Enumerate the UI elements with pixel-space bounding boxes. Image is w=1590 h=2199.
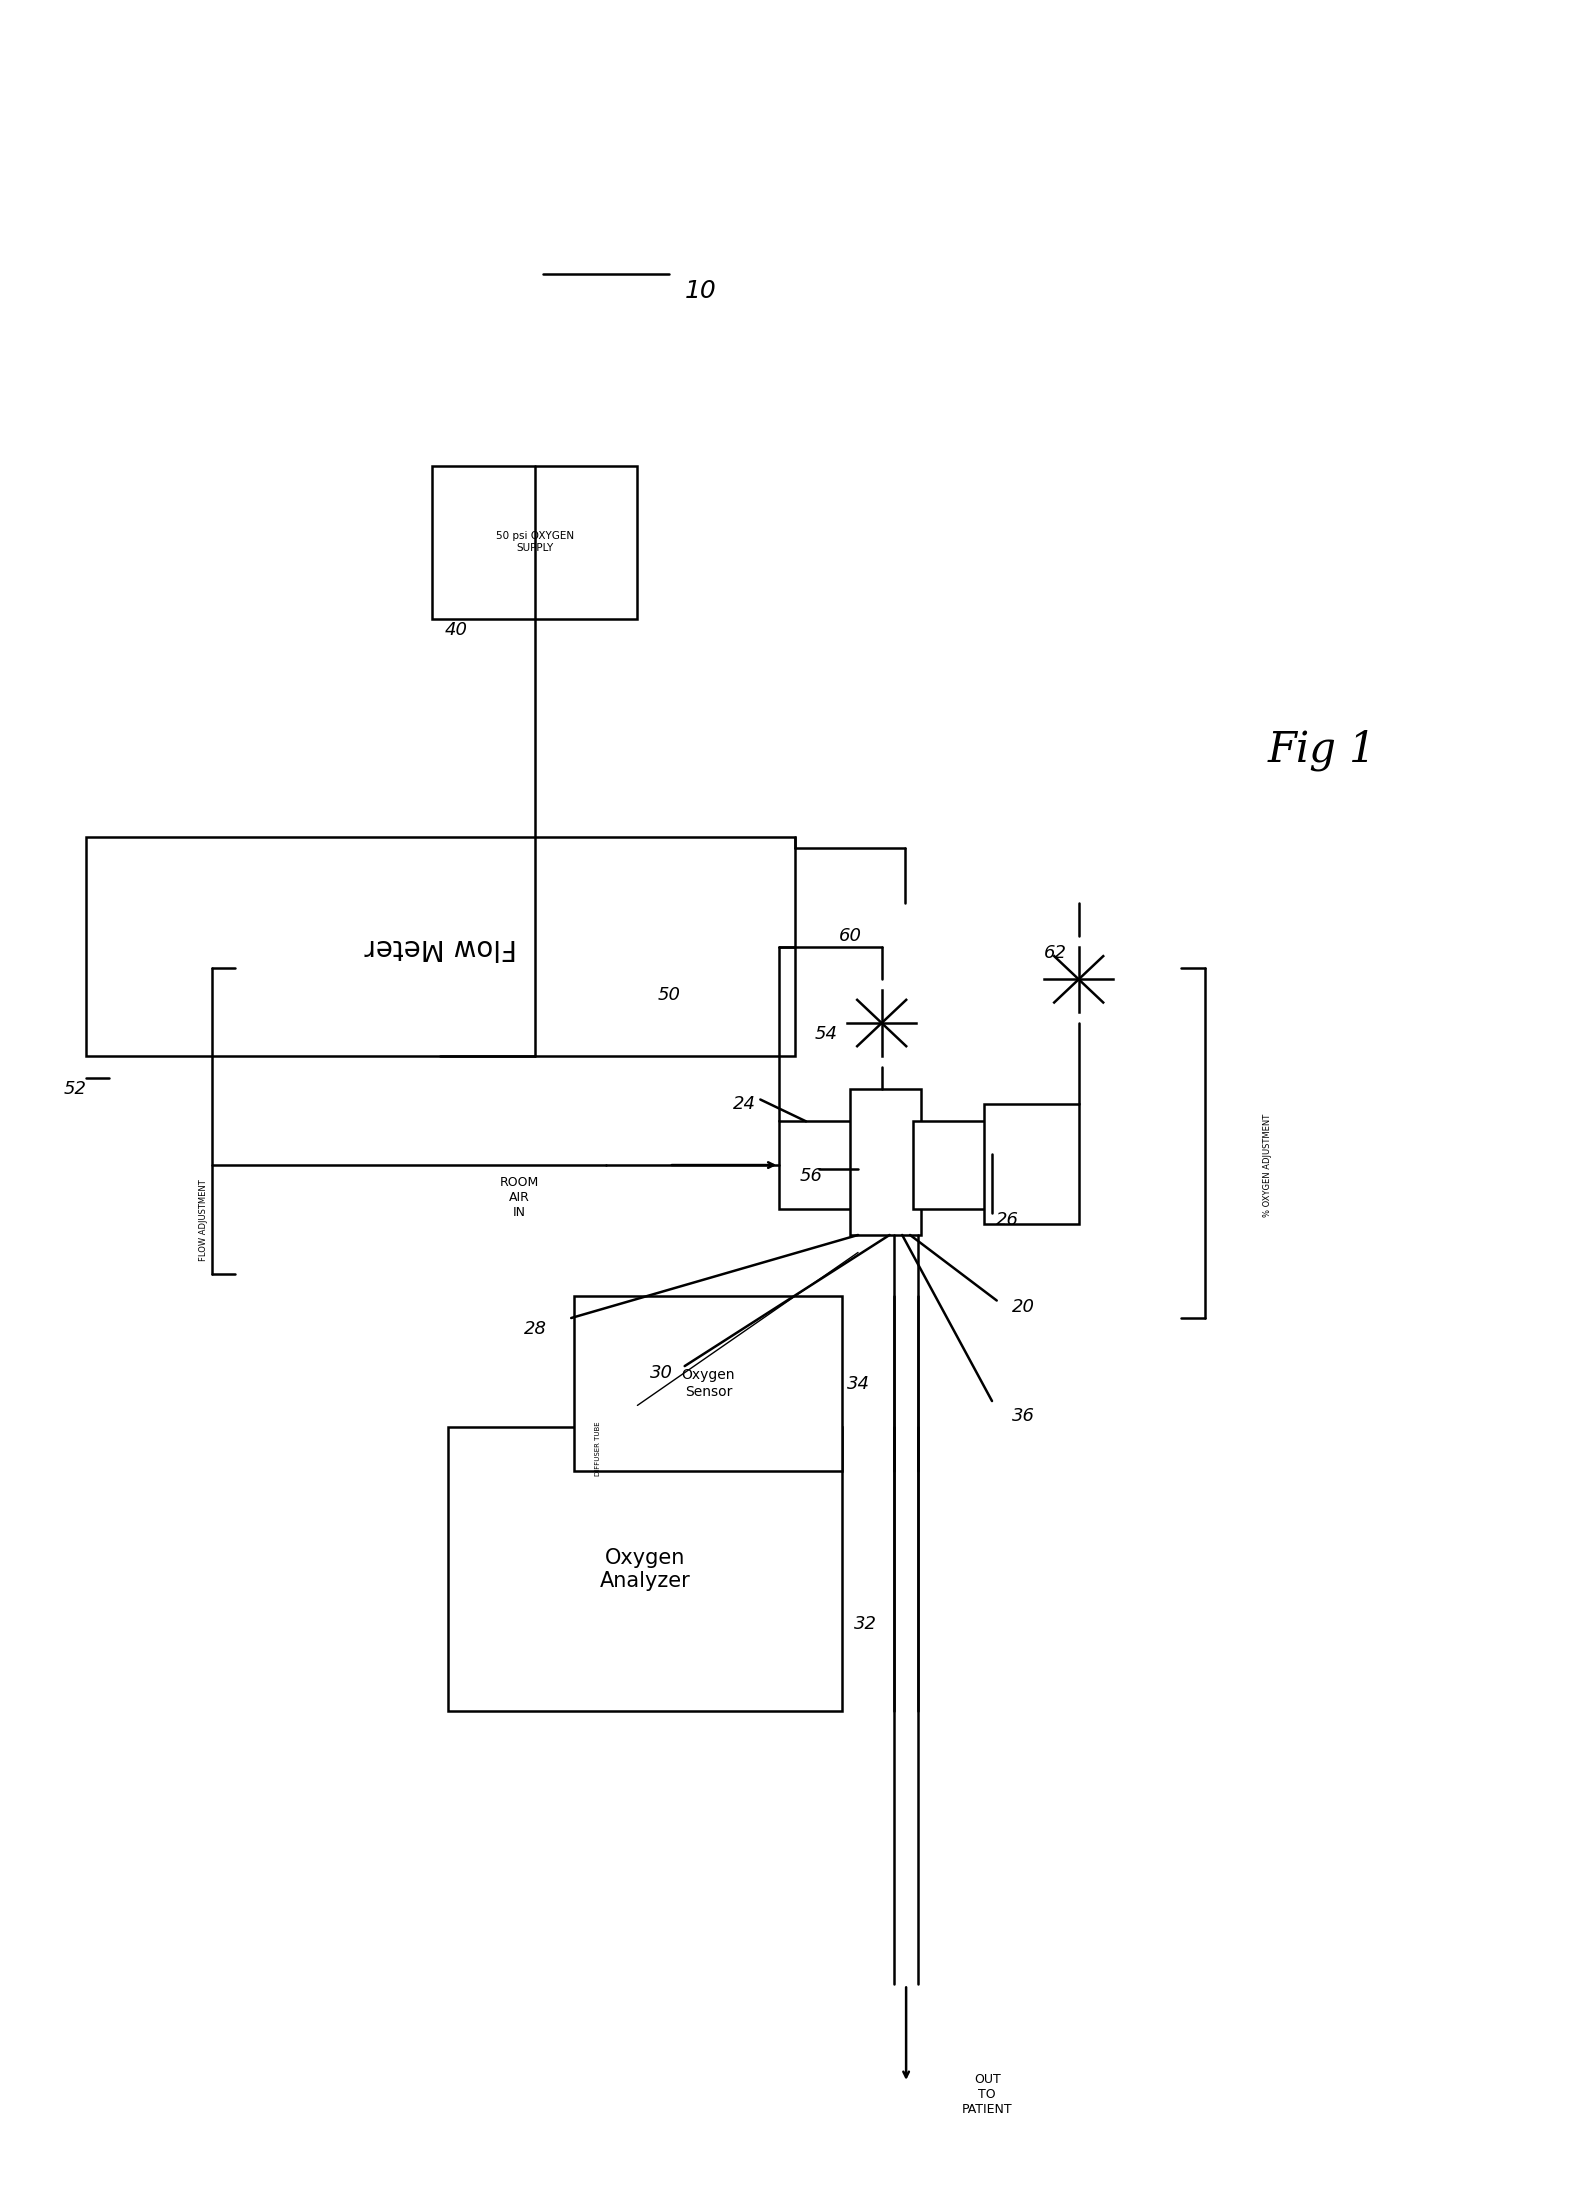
- Text: Fig 1: Fig 1: [1267, 728, 1377, 772]
- Text: 50: 50: [657, 985, 681, 1003]
- Bar: [574, 1295, 843, 1471]
- Text: 26: 26: [997, 1212, 1019, 1229]
- Text: OUT
TO
PATIENT: OUT TO PATIENT: [962, 2074, 1013, 2115]
- Bar: [779, 1121, 859, 1209]
- Text: 52: 52: [64, 1080, 86, 1097]
- Text: DIFFUSER TUBE: DIFFUSER TUBE: [595, 1423, 601, 1476]
- Bar: [851, 1089, 921, 1236]
- Text: 50 psi OXYGEN
SUPPLY: 50 psi OXYGEN SUPPLY: [496, 532, 574, 554]
- Text: 28: 28: [523, 1319, 547, 1337]
- Text: 60: 60: [838, 926, 862, 946]
- Text: 20: 20: [1013, 1297, 1035, 1315]
- Text: Flow Meter: Flow Meter: [364, 932, 517, 961]
- Bar: [448, 1427, 843, 1711]
- Bar: [984, 1104, 1078, 1225]
- Text: 34: 34: [846, 1374, 870, 1392]
- Text: ROOM
AIR
IN: ROOM AIR IN: [499, 1176, 539, 1218]
- Text: 10: 10: [685, 279, 717, 303]
- Bar: [432, 466, 638, 618]
- Text: Oxygen
Analyzer: Oxygen Analyzer: [599, 1548, 690, 1590]
- Bar: [913, 1121, 992, 1209]
- Bar: [86, 838, 795, 1056]
- Text: 30: 30: [650, 1363, 673, 1381]
- Text: 36: 36: [1013, 1407, 1035, 1425]
- Text: 62: 62: [1043, 943, 1067, 963]
- Text: 32: 32: [854, 1614, 878, 1634]
- Text: Oxygen
Sensor: Oxygen Sensor: [682, 1368, 735, 1399]
- Text: 40: 40: [445, 620, 467, 638]
- Text: FLOW ADJUSTMENT: FLOW ADJUSTMENT: [199, 1179, 208, 1260]
- Text: % OXYGEN ADJUSTMENT: % OXYGEN ADJUSTMENT: [1264, 1113, 1272, 1216]
- Text: 24: 24: [733, 1095, 757, 1113]
- Text: 56: 56: [800, 1168, 822, 1185]
- Text: 54: 54: [816, 1025, 838, 1042]
